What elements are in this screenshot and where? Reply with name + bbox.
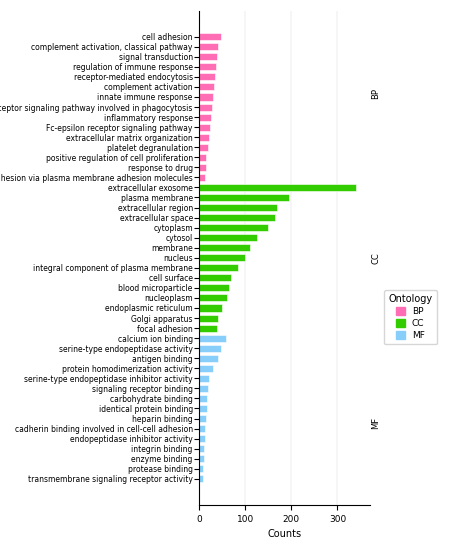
- Bar: [199, 385, 208, 392]
- Bar: [199, 224, 268, 231]
- Text: CC: CC: [372, 252, 381, 264]
- Bar: [199, 355, 218, 362]
- Bar: [199, 244, 250, 251]
- Bar: [199, 335, 226, 342]
- Bar: [199, 114, 211, 121]
- Text: MF: MF: [372, 416, 381, 429]
- Bar: [199, 63, 216, 70]
- Bar: [199, 184, 356, 191]
- Bar: [199, 83, 214, 90]
- Bar: [199, 445, 204, 452]
- Bar: [199, 475, 203, 482]
- Bar: [199, 405, 207, 412]
- Bar: [199, 134, 209, 141]
- Bar: [199, 264, 238, 271]
- Bar: [199, 164, 206, 171]
- Bar: [199, 234, 257, 241]
- Bar: [199, 33, 221, 40]
- Text: BP: BP: [372, 88, 381, 99]
- Bar: [199, 415, 206, 422]
- Bar: [199, 274, 231, 281]
- Bar: [199, 93, 213, 100]
- X-axis label: Counts: Counts: [267, 529, 301, 537]
- Bar: [199, 375, 209, 382]
- Bar: [199, 214, 275, 221]
- Bar: [199, 455, 204, 462]
- Legend: BP, CC, MF: BP, CC, MF: [384, 290, 437, 344]
- Bar: [199, 285, 229, 292]
- Bar: [199, 154, 207, 161]
- Bar: [199, 324, 217, 332]
- Bar: [199, 74, 215, 81]
- Bar: [199, 144, 208, 151]
- Bar: [199, 395, 208, 402]
- Bar: [199, 174, 205, 181]
- Bar: [199, 43, 218, 50]
- Bar: [199, 104, 212, 111]
- Bar: [199, 315, 219, 322]
- Bar: [199, 425, 205, 432]
- Bar: [199, 345, 221, 352]
- Bar: [199, 304, 222, 311]
- Bar: [199, 294, 227, 301]
- Bar: [199, 124, 210, 130]
- Bar: [199, 365, 213, 372]
- Bar: [199, 435, 205, 442]
- Bar: [199, 204, 277, 211]
- Bar: [199, 53, 217, 60]
- Bar: [199, 254, 245, 262]
- Bar: [199, 194, 289, 201]
- Bar: [199, 465, 203, 472]
